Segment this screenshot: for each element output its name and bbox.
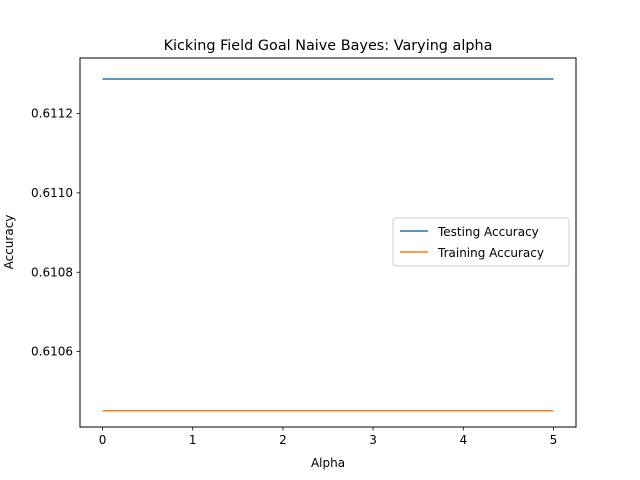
x-tick-label: 1: [189, 433, 197, 447]
y-tick-label: 0.6110: [31, 186, 73, 200]
legend: Testing Accuracy Training Accuracy: [392, 217, 570, 267]
chart-title: Kicking Field Goal Naive Bayes: Varying …: [164, 38, 493, 54]
y-tick-label: 0.6112: [31, 107, 73, 121]
y-tick-label: 0.6106: [31, 345, 73, 359]
x-tick-label: 0: [99, 433, 107, 447]
y-tick-label: 0.6108: [31, 265, 73, 279]
legend-label-testing: Testing Accuracy: [437, 225, 539, 239]
legend-box: [392, 217, 570, 267]
legend-label-training: Training Accuracy: [437, 246, 544, 260]
x-tick-label: 2: [279, 433, 287, 447]
plot-frame: [79, 57, 577, 428]
x-axis-label: Alpha: [311, 456, 345, 470]
y-axis-label: Accuracy: [2, 215, 16, 270]
x-tick-label: 3: [369, 433, 377, 447]
x-axis-ticks: 0 1 2 3 4 5: [99, 427, 558, 447]
series-layer: [102, 78, 554, 412]
x-tick-label: 5: [550, 433, 558, 447]
y-axis-ticks: 0.6106 0.6108 0.6110 0.6112: [31, 107, 80, 359]
x-tick-label: 4: [459, 433, 467, 447]
